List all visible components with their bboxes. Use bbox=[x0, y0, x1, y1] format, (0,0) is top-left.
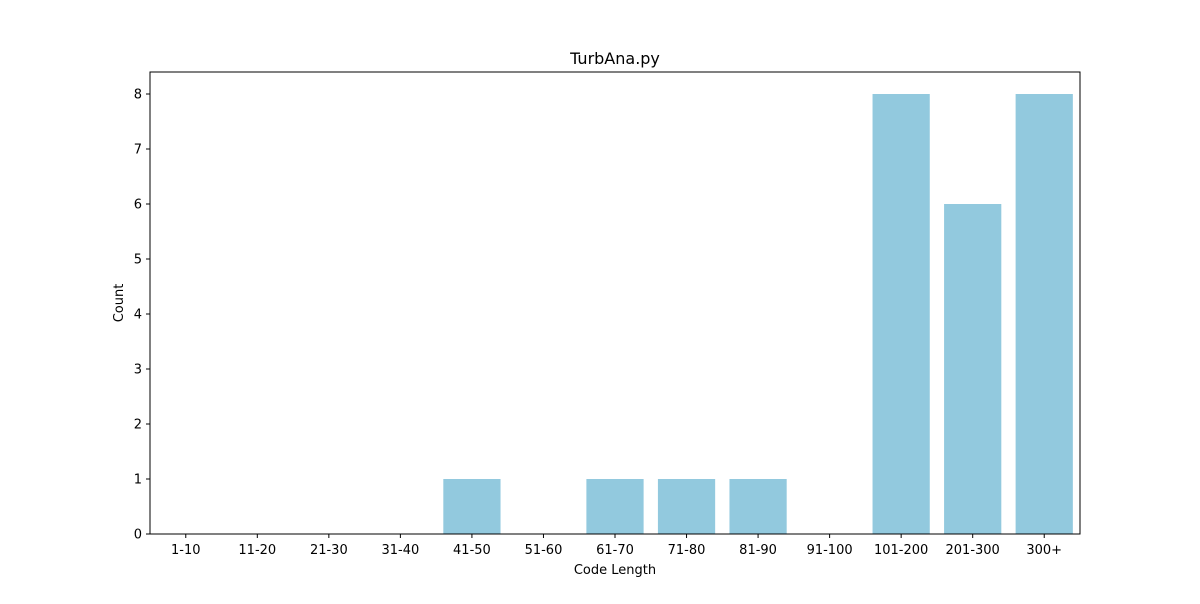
x-tick-label: 71-80 bbox=[668, 543, 706, 558]
x-tick-label: 101-200 bbox=[874, 543, 928, 558]
y-tick-label: 7 bbox=[134, 143, 142, 158]
x-tick-label: 300+ bbox=[1026, 543, 1062, 558]
y-tick-label: 4 bbox=[134, 308, 142, 323]
x-tick-label: 21-30 bbox=[310, 543, 348, 558]
y-tick-label: 6 bbox=[134, 198, 142, 213]
x-axis: 1-10 11-20 21-30 31-40 41-50 51-60 61-70 71-80 8… bbox=[171, 534, 1062, 558]
bar-81-90 bbox=[729, 479, 787, 534]
x-tick-label: 201-300 bbox=[946, 543, 1000, 558]
y-tick-label: 1 bbox=[134, 473, 142, 488]
y-tick-label: 5 bbox=[134, 253, 142, 268]
x-axis-label: Code Length bbox=[574, 563, 656, 578]
x-tick-label: 1-10 bbox=[171, 543, 201, 558]
x-tick-label: 51-60 bbox=[525, 543, 563, 558]
bar-71-80 bbox=[657, 479, 716, 534]
y-tick-label: 2 bbox=[134, 418, 142, 433]
y-axis: 0 1 2 3 4 5 6 7 8 bbox=[134, 88, 150, 543]
x-tick-label: 91-100 bbox=[807, 543, 853, 558]
x-tick-label: 11-20 bbox=[238, 543, 276, 558]
y-tick-label: 8 bbox=[134, 88, 142, 103]
x-tick-label: 81-90 bbox=[739, 543, 777, 558]
bars-layer bbox=[443, 94, 1073, 534]
x-tick-label: 41-50 bbox=[453, 543, 491, 558]
bar-300+ bbox=[1015, 94, 1073, 534]
plot-frame bbox=[149, 71, 1081, 535]
bar-101-200 bbox=[872, 94, 930, 534]
x-tick-label: 31-40 bbox=[381, 543, 419, 558]
x-tick-label: 61-70 bbox=[596, 543, 634, 558]
bar-61-70 bbox=[586, 479, 644, 534]
y-tick-label: 3 bbox=[134, 363, 142, 378]
bar-201-300 bbox=[944, 204, 1002, 534]
chart-title: TurbAna.py bbox=[569, 49, 660, 68]
y-tick-label: 0 bbox=[134, 528, 142, 543]
bar-41-50 bbox=[443, 479, 501, 534]
y-axis-label: Count bbox=[112, 284, 127, 323]
